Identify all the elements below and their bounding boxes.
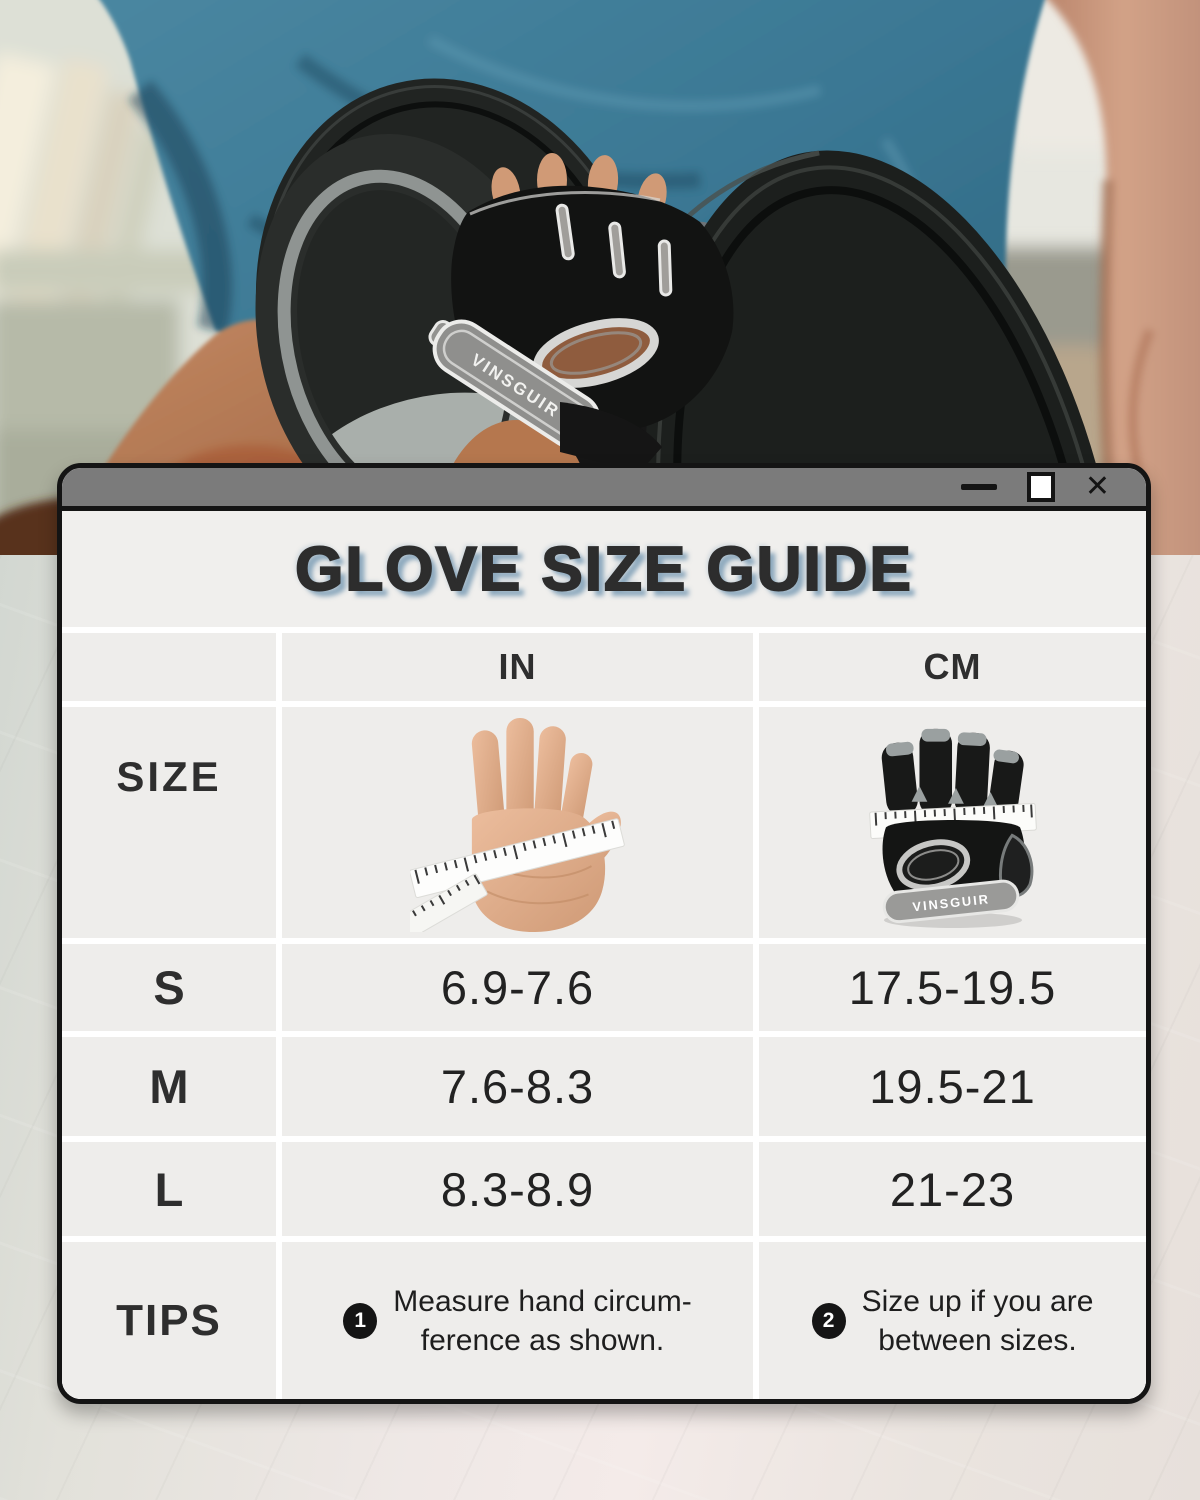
row-label-l: L: [62, 1142, 276, 1236]
size-row-m: M 7.6-8.3 19.5-21: [62, 1037, 1146, 1136]
glove-with-measuring-tape-icon: VINSGUIR: [868, 728, 1037, 928]
tip-2-cell: 2 Size up if you are between sizes.: [759, 1242, 1146, 1399]
size-label: SIZE: [116, 753, 222, 800]
row-label-m: M: [62, 1037, 276, 1136]
m-inches: 7.6-8.3: [282, 1037, 753, 1136]
maximize-button[interactable]: [1026, 472, 1055, 502]
header-blank-cell: [62, 633, 276, 701]
size-illustration-row: SIZE: [62, 707, 1146, 938]
tip-1-cell: 1 Measure hand circum- ference as shown.: [282, 1242, 753, 1399]
window-content: GLOVE SIZE GUIDE IN CM SIZE: [62, 511, 1146, 1399]
close-button[interactable]: ✕: [1084, 469, 1110, 504]
glove-wrist-strap: VINSGUIR: [882, 879, 1019, 923]
tips-label: TIPS: [62, 1242, 276, 1399]
s-centimeters: 17.5-19.5: [759, 944, 1146, 1031]
tip-2-line1: Size up if you are: [861, 1284, 1094, 1318]
header-in: IN: [282, 633, 753, 701]
tip-2-text: Size up if you are between sizes.: [862, 1282, 1094, 1360]
title-area: GLOVE SIZE GUIDE: [62, 511, 1146, 627]
tip-2-line2: between sizes.: [878, 1323, 1077, 1357]
glove-cuff: [560, 402, 662, 472]
glove-pull-loop: [895, 838, 970, 891]
tip-1-line1: Measure hand circum-: [393, 1284, 692, 1318]
page-title: GLOVE SIZE GUIDE: [294, 534, 913, 605]
glove-pull-loop: [533, 318, 659, 388]
tip-1-text: Measure hand circum- ference as shown.: [393, 1282, 691, 1360]
l-inches: 8.3-8.9: [282, 1142, 753, 1236]
window-titlebar: ✕: [62, 468, 1146, 511]
tips-row: TIPS 1 Measure hand circum- ference as s…: [62, 1242, 1146, 1399]
tip-2-number-badge: 2: [811, 1302, 846, 1339]
header-cm: CM: [759, 633, 1146, 701]
size-row-l: L 8.3-8.9 21-23: [62, 1142, 1146, 1236]
table-header-row: IN CM: [62, 633, 1146, 701]
l-centimeters: 21-23: [759, 1142, 1146, 1236]
hand-with-measuring-tape-icon: [410, 717, 625, 932]
measuring-tape: [410, 817, 625, 898]
size-label-cell: SIZE: [62, 707, 276, 938]
s-inches: 6.9-7.6: [282, 944, 753, 1031]
glove-measure-cell: VINSGUIR: [759, 707, 1146, 938]
m-centimeters: 19.5-21: [759, 1037, 1146, 1136]
size-guide-window: ✕ GLOVE SIZE GUIDE IN CM SIZE: [57, 463, 1151, 1404]
gloved-hand: VINSGUIR: [428, 153, 734, 570]
row-label-s: S: [62, 944, 276, 1031]
tip-1-line2: ference as shown.: [420, 1323, 665, 1357]
size-row-s: S 6.9-7.6 17.5-19.5: [62, 944, 1146, 1031]
tip-1-number-badge: 1: [343, 1302, 378, 1339]
minimize-button[interactable]: [960, 484, 997, 490]
glove-finger-slits: [555, 203, 673, 297]
hand-measure-cell: [282, 707, 753, 938]
